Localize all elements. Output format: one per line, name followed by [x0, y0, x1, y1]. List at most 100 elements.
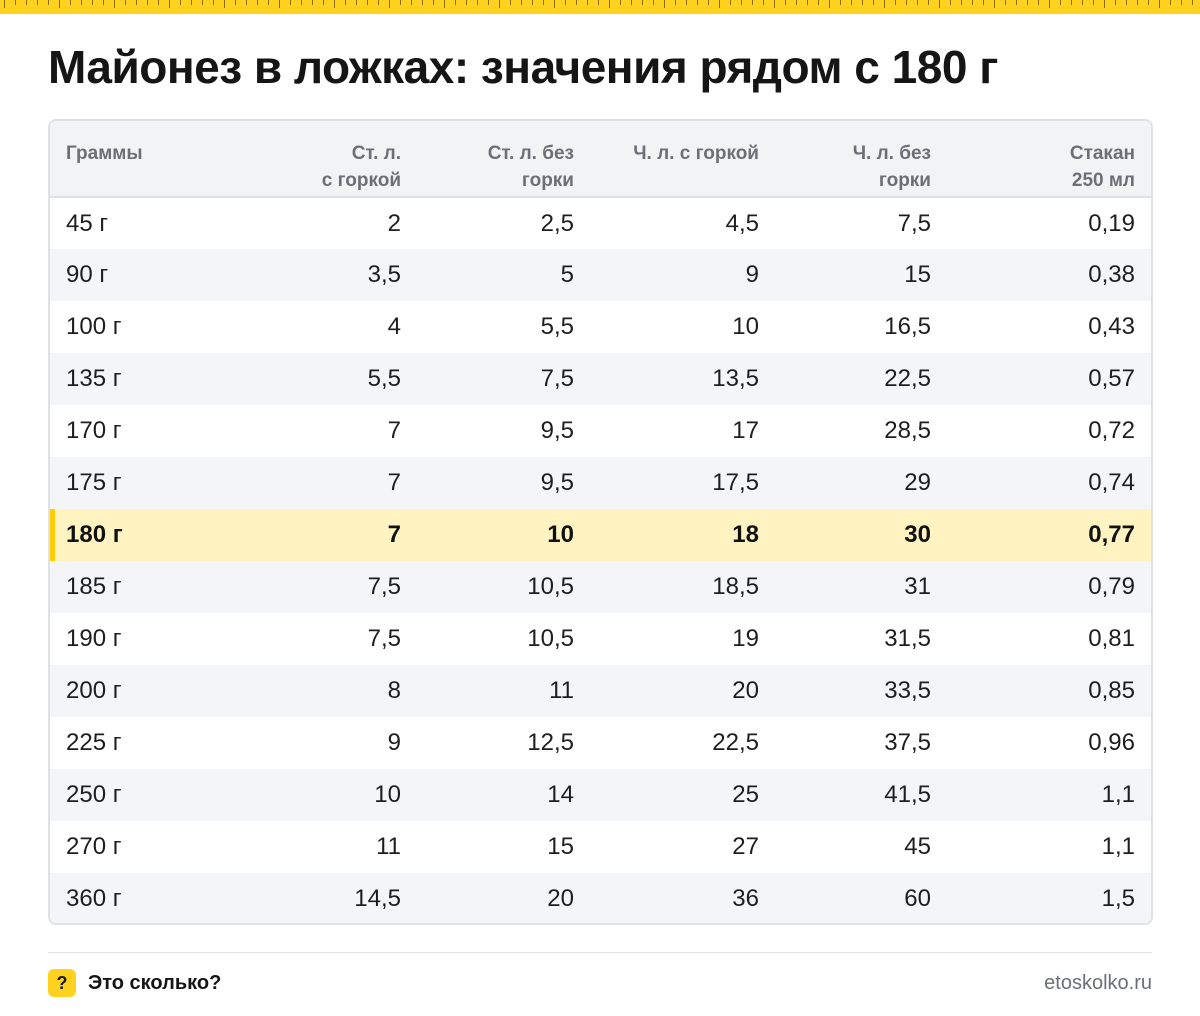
column-header: Ч. л. с горкой	[590, 121, 775, 197]
ruler-tick	[1170, 0, 1171, 5]
ruler-tick	[939, 0, 940, 8]
ruler-tick	[961, 0, 962, 5]
ruler-tick	[158, 0, 159, 5]
ruler-tick	[521, 0, 522, 5]
value-cell: 7,5	[367, 625, 401, 652]
value-cell: 8	[387, 677, 401, 704]
value-cell: 41,5	[884, 781, 931, 808]
ruler-tick	[884, 0, 885, 8]
page-title: Майонез в ложках: значения рядом с 180 г	[48, 41, 998, 93]
ruler-tick	[246, 0, 247, 5]
ruler-tick	[279, 0, 280, 8]
ruler-tick	[785, 0, 786, 5]
value-cell: 9	[745, 261, 759, 288]
table-row: 135 г 5,5 7,5 13,5 22,5 0,57	[50, 353, 1151, 405]
column-header-line: горки	[521, 170, 574, 191]
ruler-tick	[1027, 0, 1028, 5]
value-cell: 20	[732, 677, 759, 704]
value-cell: 2,5	[540, 209, 574, 237]
site-link[interactable]: etoskolko.ru	[1044, 972, 1152, 994]
value-cell: 0,72	[1088, 417, 1135, 444]
ruler-tick	[1148, 0, 1149, 5]
grams-cell: 360 г	[66, 885, 122, 912]
ruler-tick	[774, 0, 775, 8]
column-header: Ч. л. без горки	[775, 121, 947, 197]
ruler-tick	[345, 0, 346, 5]
grams-cell: 90 г	[66, 261, 109, 288]
value-cell: 1,5	[1101, 885, 1135, 912]
ruler-tick	[708, 0, 709, 5]
value-cell: 11	[376, 833, 401, 860]
value-cell: 9,5	[540, 417, 574, 444]
ruler-tick	[543, 0, 544, 5]
table-row: 200 г 8 11 20 33,5 0,85	[50, 665, 1151, 717]
value-cell: 0,85	[1088, 677, 1135, 704]
ruler-tick	[1104, 0, 1105, 8]
ruler-tick	[873, 0, 874, 5]
value-cell: 13,5	[712, 365, 759, 392]
ruler-tick	[1192, 0, 1193, 5]
ruler-tick	[972, 0, 973, 5]
ruler-tick	[114, 0, 115, 8]
value-cell: 22,5	[884, 365, 931, 392]
ruler-tick	[994, 0, 995, 8]
ruler-tick	[477, 0, 478, 5]
ruler-tick	[433, 0, 434, 5]
ruler-tick	[906, 0, 907, 5]
column-header: Граммы	[50, 121, 250, 197]
value-cell: 20	[547, 885, 574, 912]
value-cell: 3,5	[367, 261, 401, 288]
ruler-tick	[301, 0, 302, 5]
table-row: 170 г 7 9,5 17 28,5 0,72	[50, 405, 1151, 457]
table-row-highlighted: 180 г 7 10 18 30 0,77	[50, 509, 1151, 561]
column-header: Ст. л. без горки	[417, 121, 590, 197]
value-cell: 5	[560, 261, 574, 288]
ruler-tick	[862, 0, 863, 5]
ruler-tick	[224, 0, 225, 8]
column-header-line: Граммы	[66, 143, 143, 164]
value-cell: 33,5	[884, 677, 931, 704]
ruler-tick	[180, 0, 181, 5]
value-cell: 10	[547, 521, 574, 548]
table-row: 185 г 7,5 10,5 18,5 31 0,79	[50, 561, 1151, 613]
value-cell: 0,77	[1088, 521, 1135, 548]
grams-cell: 100 г	[66, 313, 122, 340]
table-row: 100 г 4 5,5 10 16,5 0,43	[50, 301, 1151, 353]
ruler-tick	[1093, 0, 1094, 5]
value-cell: 1,1	[1101, 833, 1135, 860]
grams-cell: 270 г	[66, 833, 122, 860]
ruler-tick	[334, 0, 335, 8]
grams-cell: 180 г	[50, 509, 250, 561]
ruler-tick	[367, 0, 368, 5]
value-cell: 7,5	[367, 573, 401, 600]
value-cell: 18	[732, 521, 759, 548]
ruler-tick	[389, 0, 390, 8]
value-cell: 7,5	[540, 365, 574, 392]
ruler-tick	[103, 0, 104, 5]
ruler-tick	[4, 0, 5, 8]
value-cell: 0,43	[1088, 313, 1135, 340]
value-cell: 19	[732, 625, 759, 652]
ruler-tick	[1016, 0, 1017, 5]
column-header: Стакан 250 мл	[947, 121, 1151, 197]
ruler-tick	[1038, 0, 1039, 5]
ruler-tick	[576, 0, 577, 5]
column-header-line: горки	[878, 170, 931, 191]
value-cell: 18,5	[712, 573, 759, 600]
ruler-tick	[213, 0, 214, 5]
value-cell: 0,19	[1088, 209, 1135, 237]
ruler-tick	[48, 0, 49, 5]
ruler-tick	[1159, 0, 1160, 8]
ruler-tick	[928, 0, 929, 5]
table-row: 45 г 2 2,5 4,5 7,5 0,19	[50, 197, 1151, 249]
value-cell: 0,38	[1088, 261, 1135, 288]
table-row: 90 г 3,5 5 9 15 0,38	[50, 249, 1151, 301]
ruler-tick	[92, 0, 93, 5]
value-cell: 5,5	[540, 313, 574, 340]
column-header-line: Стакан	[1069, 143, 1135, 164]
conversion-table: Граммы Ст. л. с горкой Ст. л. без горки Ч. л.…	[50, 121, 1151, 923]
value-cell: 10	[732, 313, 759, 340]
ruler-tick	[466, 0, 467, 5]
grams-cell: 45 г	[66, 209, 109, 237]
